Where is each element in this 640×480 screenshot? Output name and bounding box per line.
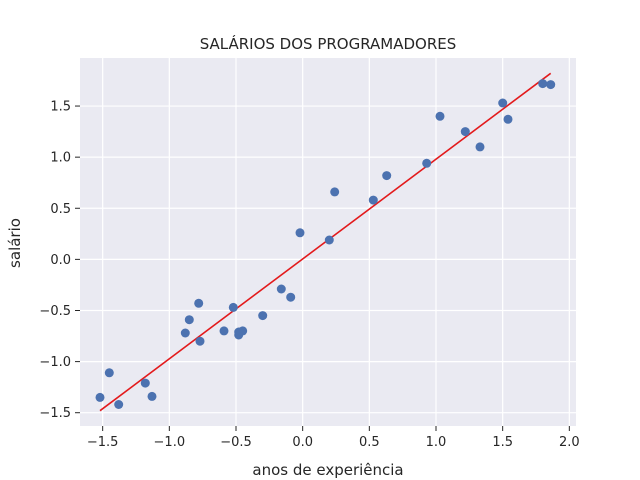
data-point bbox=[422, 158, 432, 168]
data-point bbox=[180, 328, 190, 338]
x-tick-label: 0.5 bbox=[359, 435, 380, 450]
data-point bbox=[235, 327, 245, 337]
chart-title: SALÁRIOS DOS PROGRAMADORES bbox=[200, 34, 457, 53]
y-tick-label: 1.5 bbox=[50, 100, 71, 115]
data-point bbox=[330, 187, 340, 197]
x-tick-label: −1.0 bbox=[154, 435, 186, 450]
y-tick-label: −1.0 bbox=[39, 355, 71, 370]
data-point bbox=[546, 80, 556, 90]
x-tick-label: 1.5 bbox=[492, 435, 513, 450]
data-point bbox=[194, 298, 204, 308]
data-point bbox=[184, 315, 194, 325]
data-point bbox=[368, 195, 378, 205]
data-point bbox=[228, 302, 238, 312]
x-tick-label: 0.0 bbox=[292, 435, 313, 450]
data-point bbox=[114, 400, 124, 409]
data-point bbox=[104, 368, 114, 378]
data-point bbox=[538, 79, 548, 89]
y-tick-label: 0.0 bbox=[50, 253, 71, 268]
data-point bbox=[498, 98, 508, 108]
data-point bbox=[382, 171, 392, 181]
y-tick-label: −0.5 bbox=[39, 304, 71, 319]
data-points bbox=[95, 79, 556, 409]
data-point bbox=[95, 392, 105, 402]
data-point bbox=[147, 391, 157, 401]
y-axis-label: salário bbox=[6, 218, 24, 268]
x-tick-label: 1.0 bbox=[426, 435, 447, 450]
data-point bbox=[258, 311, 268, 321]
data-point bbox=[140, 378, 150, 388]
data-point bbox=[276, 284, 286, 294]
x-axis-label: anos de experiência bbox=[252, 461, 403, 479]
data-point bbox=[286, 292, 296, 302]
y-axis-ticks: −1.5 −1.0 −0.5 0.0 0.5 1.0 1.5 bbox=[39, 100, 80, 421]
data-point bbox=[435, 111, 445, 121]
x-tick-label: 2.0 bbox=[559, 435, 580, 450]
data-point bbox=[460, 127, 470, 137]
x-tick-label: −1.5 bbox=[87, 435, 119, 450]
data-point bbox=[324, 235, 334, 245]
y-tick-label: 0.5 bbox=[50, 202, 71, 217]
x-axis-ticks: −1.5 −1.0 −0.5 0.0 0.5 1.0 1.5 2.0 bbox=[87, 426, 580, 450]
y-tick-label: 1.0 bbox=[50, 151, 71, 166]
grid-lines bbox=[80, 58, 576, 426]
data-point bbox=[475, 142, 485, 152]
data-point bbox=[503, 114, 513, 124]
data-point bbox=[295, 228, 305, 238]
x-tick-label: −0.5 bbox=[220, 435, 252, 450]
data-point bbox=[219, 326, 229, 336]
data-point bbox=[195, 336, 205, 346]
y-tick-label: −1.5 bbox=[39, 406, 71, 421]
